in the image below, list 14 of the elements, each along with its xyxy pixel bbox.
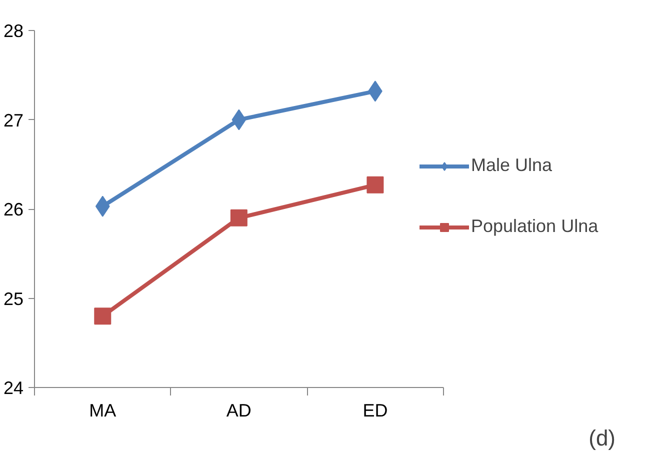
y-tick-label: 27 (3, 110, 24, 130)
x-tick-label: AD (226, 400, 252, 420)
y-tick-label: 28 (3, 21, 24, 41)
point (94, 308, 112, 325)
x-tick-label: ED (362, 400, 388, 420)
y-tick-label: 26 (3, 200, 24, 220)
x-tick-label: MA (89, 400, 116, 420)
legend-label: Population Ulna (471, 216, 598, 237)
text: (d) (588, 426, 616, 450)
point (366, 176, 384, 194)
point (230, 209, 248, 226)
y-tick-label: 25 (3, 288, 24, 309)
legend-label: Male Ulna (471, 155, 552, 176)
y-tick-label: 24 (3, 378, 24, 398)
